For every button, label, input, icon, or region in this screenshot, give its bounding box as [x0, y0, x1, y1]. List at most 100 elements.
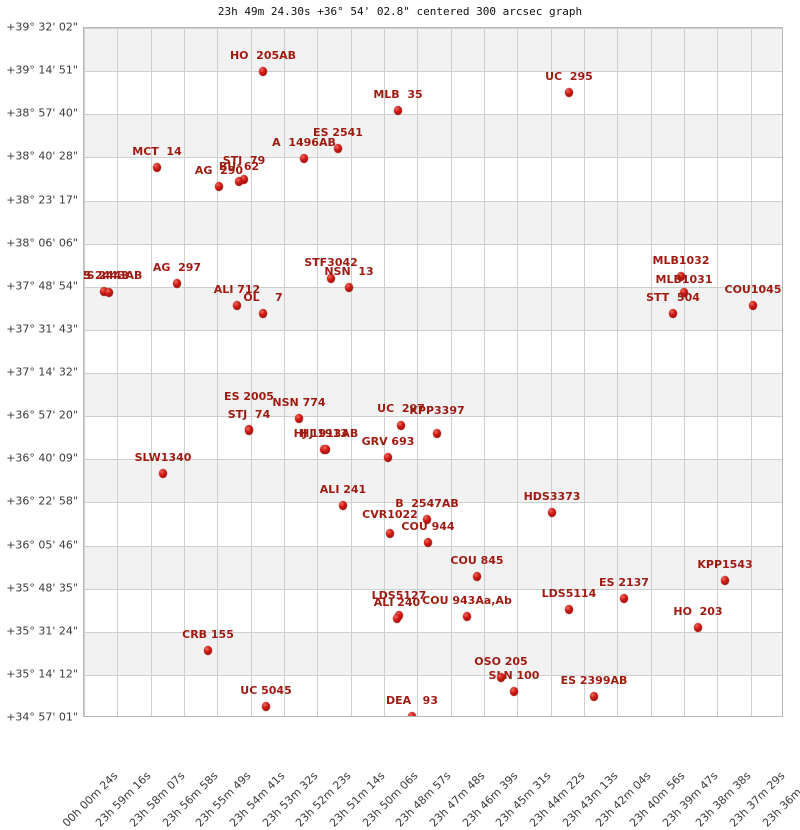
plot-area: HO 205AB UC 295 MLB 35 ES 2541 A 1496AB MCT 1… — [83, 27, 783, 717]
star-marker[interactable] — [384, 452, 392, 462]
vertical-gridline — [451, 28, 452, 716]
star-marker[interactable] — [259, 308, 267, 318]
star-marker[interactable] — [620, 593, 628, 603]
star-marker[interactable] — [694, 622, 702, 632]
vertical-gridline — [284, 28, 285, 716]
horizontal-gridline — [84, 416, 782, 417]
star-marker[interactable] — [334, 143, 342, 153]
star-marker[interactable] — [262, 701, 270, 711]
star-marker[interactable] — [259, 66, 267, 76]
grid-band — [84, 545, 782, 589]
star-marker[interactable] — [669, 308, 677, 318]
star-marker[interactable] — [235, 176, 243, 186]
star-marker[interactable] — [159, 468, 167, 478]
vertical-gridline — [484, 28, 485, 716]
horizontal-gridline — [84, 373, 782, 374]
star-label: AG 290 — [194, 164, 244, 177]
vertical-gridline — [117, 28, 118, 716]
star-marker[interactable] — [327, 273, 335, 283]
y-axis-tick-label: +34° 57' 01" — [6, 710, 78, 724]
star-marker[interactable] — [423, 514, 431, 524]
star-marker[interactable] — [565, 87, 573, 97]
star-label: HJ 1913 — [300, 427, 348, 440]
star-marker[interactable] — [463, 611, 471, 621]
y-axis-tick-label: +38° 06' 06" — [6, 236, 78, 250]
star-marker[interactable] — [240, 174, 248, 184]
star-label: ES 2443 — [83, 269, 129, 282]
vertical-gridline — [584, 28, 585, 716]
star-marker[interactable] — [408, 711, 416, 716]
horizontal-gridline — [84, 459, 782, 460]
vertical-gridline — [417, 28, 418, 716]
star-label: MLB 35 — [373, 88, 423, 101]
star-marker[interactable] — [322, 444, 330, 454]
vertical-gridline — [651, 28, 652, 716]
y-axis-tick-label: +39° 32' 02" — [6, 20, 78, 34]
star-label: DEA 93 — [386, 694, 438, 707]
horizontal-gridline — [84, 114, 782, 115]
horizontal-gridline — [84, 502, 782, 503]
horizontal-gridline — [84, 201, 782, 202]
star-label: UC 295 — [545, 70, 593, 83]
star-marker[interactable] — [497, 672, 505, 682]
star-marker[interactable] — [590, 691, 598, 701]
horizontal-gridline — [84, 675, 782, 676]
y-axis-tick-label: +36° 05' 46" — [6, 538, 78, 551]
y-axis-tick-label: +37° 48' 54" — [6, 279, 78, 293]
star-marker[interactable] — [215, 181, 223, 191]
vertical-gridline — [151, 28, 152, 716]
grid-band — [84, 286, 782, 330]
star-label: ALI 240 — [373, 596, 421, 609]
grid-band — [84, 28, 782, 72]
star-marker[interactable] — [153, 162, 161, 172]
star-marker[interactable] — [548, 507, 556, 517]
y-axis-tick-label: +35° 14' 12" — [6, 667, 78, 681]
star-marker[interactable] — [386, 528, 394, 538]
vertical-gridline — [317, 28, 318, 716]
horizontal-gridline — [84, 546, 782, 547]
star-label: GRV 693 — [361, 435, 415, 448]
vertical-gridline — [717, 28, 718, 716]
star-marker[interactable] — [677, 271, 685, 281]
vertical-gridline — [617, 28, 618, 716]
star-marker[interactable] — [680, 287, 688, 297]
star-label: STF3042 — [304, 256, 358, 269]
horizontal-gridline — [84, 287, 782, 288]
star-marker[interactable] — [295, 413, 303, 423]
y-axis-tick-label: +36° 22' 58" — [6, 494, 78, 508]
star-marker[interactable] — [473, 571, 481, 581]
star-marker[interactable] — [204, 645, 212, 655]
x-axis: 00h 00m 24s 23h 59m 16s 23h 58m 07s 23h 56m… — [0, 718, 800, 829]
star-marker[interactable] — [245, 425, 253, 435]
horizontal-gridline — [84, 71, 782, 72]
star-marker[interactable] — [173, 278, 181, 288]
grid-band — [84, 373, 782, 417]
star-marker[interactable] — [433, 428, 441, 438]
star-marker[interactable] — [749, 300, 757, 310]
star-marker[interactable] — [721, 575, 729, 585]
star-marker[interactable] — [105, 287, 113, 297]
grid-band — [84, 200, 782, 244]
grid-band — [84, 114, 782, 158]
vertical-gridline — [251, 28, 252, 716]
star-label: CVR1022 — [362, 508, 418, 521]
star-marker[interactable] — [424, 537, 432, 547]
vertical-gridline — [384, 28, 385, 716]
star-marker[interactable] — [565, 604, 573, 614]
vertical-gridline — [84, 28, 85, 716]
page-title: 23h 49m 24.30s +36° 54' 02.8" centered 3… — [217, 5, 583, 18]
star-marker[interactable] — [510, 686, 518, 696]
star-marker[interactable] — [233, 300, 241, 310]
star-marker[interactable] — [339, 500, 347, 510]
horizontal-gridline — [84, 157, 782, 158]
star-marker[interactable] — [394, 105, 402, 115]
star-marker[interactable] — [300, 153, 308, 163]
horizontal-gridline — [84, 632, 782, 633]
vertical-gridline — [184, 28, 185, 716]
star-marker[interactable] — [345, 282, 353, 292]
star-marker[interactable] — [397, 420, 405, 430]
star-marker[interactable] — [100, 286, 108, 296]
x-axis-tick-label: 00h 00m 24s — [60, 769, 121, 830]
y-axis-tick-label: +38° 40' 28" — [6, 149, 78, 163]
star-marker[interactable] — [393, 613, 401, 623]
